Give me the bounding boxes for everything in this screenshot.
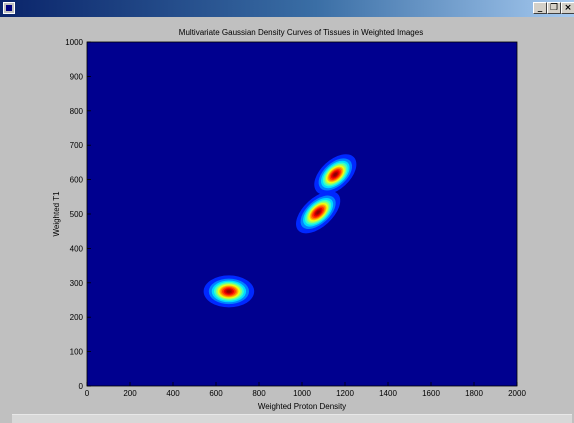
gaussian-blob [314, 154, 357, 195]
chart-title: Multivariate Gaussian Density Curves of … [179, 28, 423, 37]
matlab-figure-icon[interactable] [3, 2, 15, 14]
density-contour [316, 210, 320, 215]
y-tick-label: 600 [70, 176, 84, 185]
x-tick-label: 400 [166, 389, 180, 398]
x-tick-label: 800 [252, 389, 266, 398]
plot-area [86, 41, 518, 387]
y-tick-label: 800 [70, 107, 84, 116]
minimize-button[interactable]: _ [533, 2, 547, 14]
close-button[interactable]: × [561, 2, 574, 14]
x-tick-label: 200 [123, 389, 137, 398]
window-titlebar: _ ❐ × [0, 0, 574, 17]
maximize-button[interactable]: ❐ [547, 2, 561, 14]
figure-bottom-strip [12, 414, 572, 423]
x-tick-label: 1400 [379, 389, 397, 398]
y-tick-label: 100 [70, 348, 84, 357]
y-axis-label: Weighted T1 [52, 191, 61, 237]
gaussian-blob [296, 191, 341, 234]
y-tick-label: 700 [70, 141, 84, 150]
figure-area: Multivariate Gaussian Density Curves of … [0, 17, 574, 423]
x-tick-label: 0 [85, 389, 90, 398]
x-tick-label: 1200 [336, 389, 354, 398]
y-tick-label: 500 [70, 210, 84, 219]
x-tick-label: 600 [209, 389, 223, 398]
density-chart: Multivariate Gaussian Density Curves of … [52, 28, 526, 411]
x-axis-label: Weighted Proton Density [258, 402, 346, 411]
x-tick-label: 2000 [508, 389, 526, 398]
y-tick-label: 1000 [65, 38, 83, 47]
y-tick-label: 400 [70, 244, 84, 253]
x-tick-label: 1000 [293, 389, 311, 398]
x-tick-label: 1800 [465, 389, 483, 398]
y-tick-label: 0 [79, 382, 84, 391]
density-contour [226, 290, 231, 293]
x-axis-ticks: 0 200 400 600 800 1000 1200 1400 1600 1800 2000 [85, 382, 526, 398]
y-tick-label: 900 [70, 72, 84, 81]
y-tick-label: 300 [70, 279, 84, 288]
gaussian-blob [203, 275, 255, 308]
density-blobs [203, 154, 357, 308]
x-tick-label: 1600 [422, 389, 440, 398]
y-tick-label: 200 [70, 313, 84, 322]
y-axis-ticks: 0 100 200 300 400 500 600 700 800 900 1000 [65, 38, 91, 391]
